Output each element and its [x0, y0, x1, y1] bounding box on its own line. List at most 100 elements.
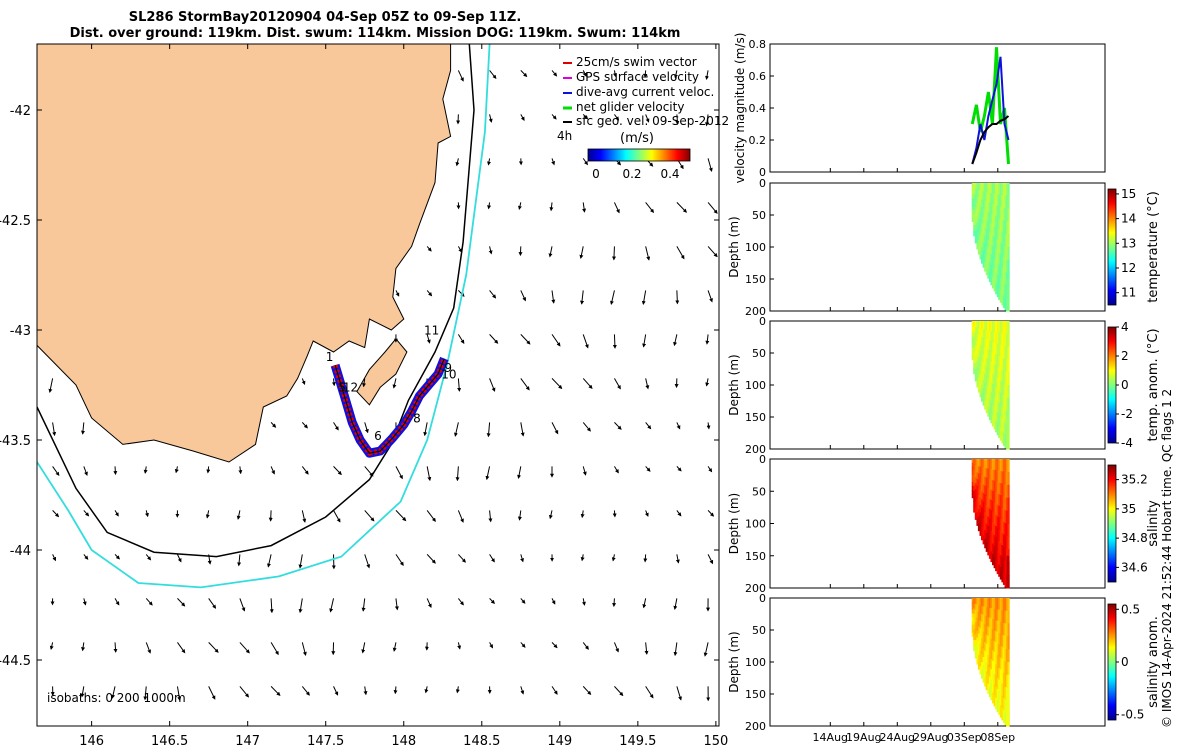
heatmap-cell: [982, 631, 985, 641]
heatmap-cell: [1004, 610, 1007, 624]
heatmap-cell: [1006, 195, 1009, 210]
heatmap-cell: [987, 368, 990, 379]
heatmap-cell: [971, 336, 974, 341]
heatmap-cell: [999, 483, 1002, 496]
heatmap-cell: [1001, 430, 1004, 444]
heatmap-cell: [1007, 208, 1010, 222]
heatmap-cell: [988, 548, 991, 559]
heatmap-cell: [990, 213, 993, 225]
current-arrow: [455, 466, 460, 482]
heatmap-cell: [984, 244, 987, 254]
heatmap-cell: [1001, 195, 1004, 208]
heatmap-cell: [974, 333, 977, 340]
heatmap-cell: [998, 252, 1001, 265]
heatmap-cell: [993, 374, 996, 387]
current-arrow: [333, 510, 341, 523]
map-xtick-label: 150: [703, 734, 728, 749]
heatmap-cell: [988, 192, 991, 204]
heatmap-cell: [1001, 532, 1004, 546]
heatmap-cell: [992, 522, 995, 534]
heatmap-cell: [985, 366, 988, 377]
heatmap-cell: [988, 538, 991, 549]
heatmap-cell: [985, 653, 988, 663]
current-arrow: [488, 246, 493, 255]
current-arrow: [426, 246, 432, 252]
current-arrow: [426, 510, 436, 522]
heatmap-cell: [999, 633, 1002, 647]
heatmap-cell: [993, 502, 996, 514]
heatmap-cell: [981, 223, 984, 232]
current-arrow: [551, 70, 558, 77]
heatmap-cell: [976, 631, 979, 639]
speed-colorbar: [587, 148, 691, 162]
heatmap-cell: [974, 237, 977, 244]
heatmap-cell: [992, 224, 995, 236]
map-xtick-label: 147.5: [307, 734, 344, 749]
heatmap-cell: [982, 459, 985, 468]
current-arrow: [675, 114, 680, 125]
heatmap-cell: [984, 494, 987, 504]
heatmap-cell: [977, 239, 980, 248]
heatmap-cell: [971, 613, 974, 618]
heatmap-cell: [992, 501, 995, 513]
heatmap-cell: [999, 321, 1002, 334]
heatmap-cell: [973, 198, 976, 205]
heatmap-cell: [1004, 510, 1007, 524]
heatmap-cell: [990, 351, 993, 363]
heatmap-cell: [1004, 661, 1007, 675]
current-arrow: [114, 598, 120, 606]
current-arrow: [520, 686, 525, 695]
heatmap-cell: [1004, 523, 1007, 537]
heatmap-cell: [979, 512, 982, 521]
heatmap-cell: [1007, 649, 1010, 663]
heatmap-cell: [976, 505, 979, 513]
heatmap-frame: [769, 182, 1106, 312]
heatmap-cell: [999, 183, 1002, 196]
heatmap-cell: [995, 470, 998, 482]
heatmap-cell: [990, 412, 993, 424]
current-arrow: [111, 686, 116, 699]
heatmap-cell: [988, 637, 991, 648]
heatmap-cell: [990, 608, 993, 619]
heatmap-cell: [988, 518, 991, 529]
time-tick-label: 08Sep: [980, 731, 1015, 744]
heatmap-cell: [992, 480, 995, 492]
current-arrow: [454, 422, 459, 437]
heatmap-cell: [988, 183, 991, 194]
current-arrow: [707, 554, 714, 565]
heatmap-cell: [1001, 321, 1004, 334]
heatmap-cell: [1002, 408, 1005, 421]
heatmap-cell: [981, 515, 984, 525]
heatmap-cell: [1002, 321, 1005, 334]
current-arrow: [208, 642, 219, 653]
heatmap-cell: [1004, 561, 1007, 575]
heatmap-cell: [982, 225, 985, 234]
heatmap-cell: [996, 459, 999, 471]
heatmap-cell: [977, 335, 980, 343]
heatmap-cell: [982, 623, 985, 633]
heatmap-cell: [1006, 694, 1010, 726]
heatmap-cell: [984, 467, 987, 478]
heatmap-cell: [990, 628, 993, 640]
current-arrow: [520, 554, 524, 563]
heatmap-cell: [999, 332, 1002, 346]
heatmap-cell: [985, 505, 988, 515]
heatmap-cell: [976, 380, 979, 388]
heatmap-cell: [1007, 636, 1010, 650]
heatmap-cell: [982, 258, 985, 268]
map-xtick-label: 148: [391, 734, 416, 749]
heatmap-cell: [974, 634, 977, 641]
heatmap-cell: [977, 633, 980, 642]
heatmap-cell: [988, 222, 991, 233]
heatmap-cell: [976, 465, 979, 473]
heatmap-cell: [988, 360, 991, 371]
heatmap-cell: [998, 459, 1001, 472]
heatmap-cell: [996, 411, 999, 424]
heatmap-cell: [985, 210, 988, 221]
heatmap-cell: [990, 244, 993, 255]
heatmap-cell: [982, 493, 985, 502]
current-arrow: [645, 686, 654, 699]
heatmap-cell: [990, 223, 993, 235]
heatmap-cell: [1002, 270, 1005, 283]
heatmap-cell: [974, 351, 977, 358]
